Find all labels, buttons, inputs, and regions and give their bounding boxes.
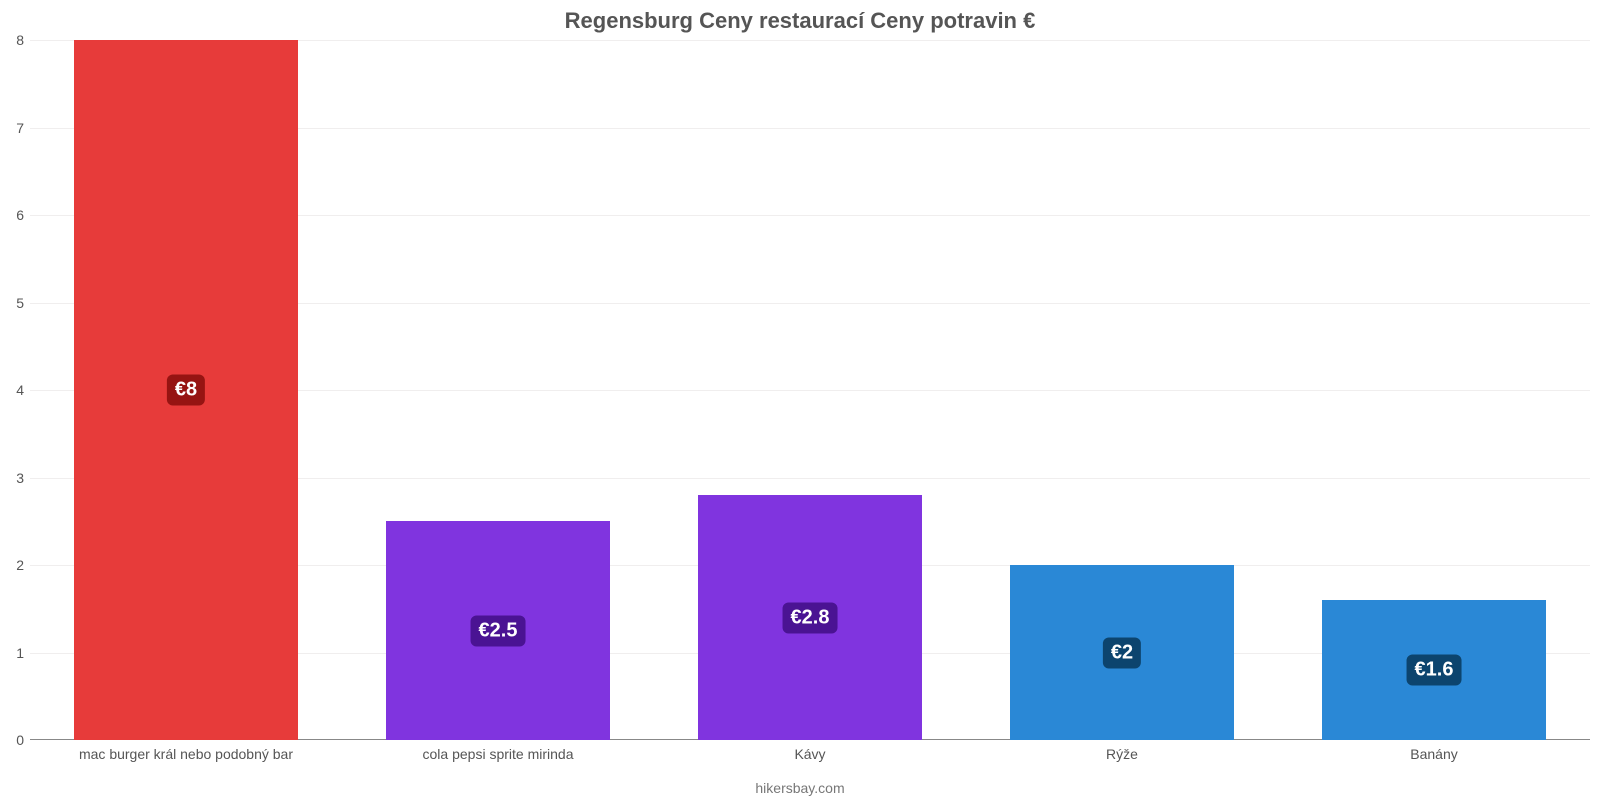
x-tick-label: Rýže	[1106, 746, 1138, 762]
y-tick-label: 6	[16, 207, 24, 223]
x-tick-label: Banány	[1410, 746, 1457, 762]
chart-footer: hikersbay.com	[0, 780, 1600, 796]
x-tick-label: Kávy	[794, 746, 825, 762]
y-tick-label: 2	[16, 557, 24, 573]
bar-value-label: €2	[1103, 637, 1141, 668]
y-tick-label: 0	[16, 732, 24, 748]
y-tick-label: 5	[16, 295, 24, 311]
bar-value-label: €2.5	[471, 615, 526, 646]
bar-value-label: €8	[167, 375, 205, 406]
bar-value-label: €1.6	[1407, 655, 1462, 686]
price-bar-chart: Regensburg Ceny restaurací Ceny potravin…	[0, 0, 1600, 800]
bar-value-label: €2.8	[783, 602, 838, 633]
y-tick-label: 4	[16, 382, 24, 398]
y-tick-label: 3	[16, 470, 24, 486]
plot-area: 012345678€8mac burger král nebo podobný …	[30, 40, 1590, 740]
x-tick-label: cola pepsi sprite mirinda	[423, 746, 574, 762]
chart-title: Regensburg Ceny restaurací Ceny potravin…	[0, 8, 1600, 34]
y-tick-label: 1	[16, 645, 24, 661]
y-tick-label: 8	[16, 32, 24, 48]
x-tick-label: mac burger král nebo podobný bar	[79, 746, 293, 762]
y-tick-label: 7	[16, 120, 24, 136]
